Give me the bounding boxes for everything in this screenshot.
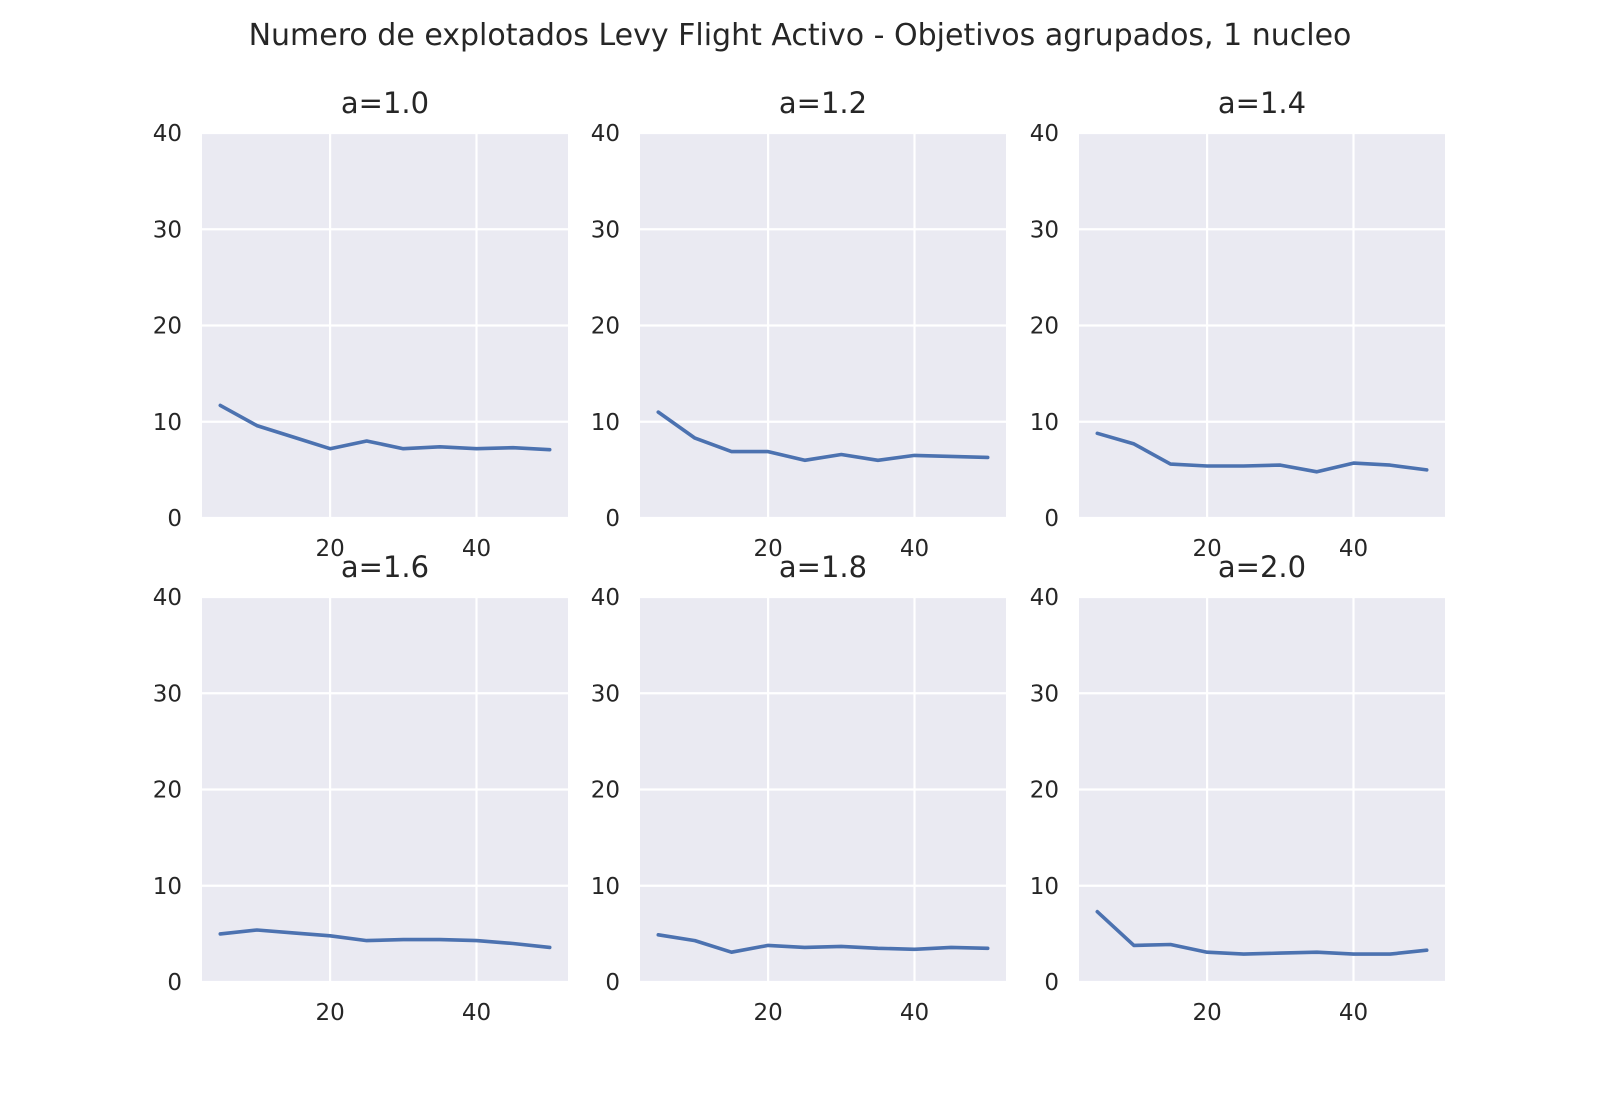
subplot-title: a=1.0 [341, 86, 429, 120]
subplot-title: a=2.0 [1218, 550, 1306, 584]
y-tick-label: 0 [1044, 970, 1059, 996]
subplot-5: 0 10 20 30 40 20 40 a=1.8 [591, 550, 1006, 1026]
y-tick-label: 10 [591, 410, 620, 436]
subplot-3: 0 10 20 30 40 20 40 a=1.4 [1030, 86, 1445, 562]
x-tick-label: 40 [900, 536, 929, 562]
subplot-2: 0 10 20 30 40 20 40 a=1.2 [591, 86, 1006, 562]
subplot-title: a=1.8 [779, 550, 867, 584]
x-tick-label: 40 [462, 536, 491, 562]
y-tick-label: 20 [153, 778, 182, 804]
y-tick-label: 40 [153, 585, 182, 611]
y-tick-label: 10 [153, 410, 182, 436]
x-tick-label: 40 [1339, 536, 1368, 562]
y-tick-label: 30 [591, 217, 620, 243]
y-tick-label: 40 [591, 585, 620, 611]
subplot-title: a=1.2 [779, 86, 867, 120]
y-tick-label: 30 [1030, 681, 1059, 707]
y-tick-label: 20 [1030, 778, 1059, 804]
y-tick-label: 20 [153, 314, 182, 340]
x-tick-label: 20 [315, 536, 344, 562]
x-tick-label: 20 [315, 1000, 344, 1026]
subplot-6: 0 10 20 30 40 20 40 a=2.0 [1030, 550, 1445, 1026]
figure-title: Numero de explotados Levy Flight Activo … [249, 18, 1352, 53]
y-tick-label: 10 [1030, 874, 1059, 900]
series-line [656, 932, 990, 955]
y-tick-label: 20 [591, 778, 620, 804]
y-tick-label: 30 [153, 217, 182, 243]
y-tick-label: 0 [605, 970, 620, 996]
y-tick-label: 20 [1030, 314, 1059, 340]
x-tick-label: 20 [753, 1000, 782, 1026]
y-tick-label: 40 [1030, 585, 1059, 611]
y-tick-label: 30 [591, 681, 620, 707]
y-tick-label: 10 [1030, 410, 1059, 436]
y-tick-label: 0 [167, 970, 182, 996]
subplot-grid: 0 10 20 30 40 20 40 a=1.0 0 10 20 30 40 20 40 a=1.2 0 10 2… [153, 86, 1445, 1026]
series-line [218, 403, 552, 452]
y-tick-label: 30 [1030, 217, 1059, 243]
series-line [1095, 431, 1429, 474]
y-tick-label: 10 [591, 874, 620, 900]
y-tick-label: 0 [167, 506, 182, 532]
y-tick-label: 40 [153, 121, 182, 147]
y-tick-label: 40 [591, 121, 620, 147]
series-line [1095, 909, 1429, 956]
y-tick-label: 0 [605, 506, 620, 532]
subplot-1: 0 10 20 30 40 20 40 a=1.0 [153, 86, 568, 562]
y-tick-label: 30 [153, 681, 182, 707]
subplot-4: 0 10 20 30 40 20 40 a=1.6 [153, 550, 568, 1026]
x-tick-label: 40 [900, 1000, 929, 1026]
subplot-title: a=1.4 [1218, 86, 1306, 120]
y-tick-label: 0 [1044, 506, 1059, 532]
y-tick-label: 40 [1030, 121, 1059, 147]
series-line [218, 928, 552, 950]
subplot-title: a=1.6 [341, 550, 429, 584]
x-tick-label: 40 [462, 1000, 491, 1026]
y-tick-label: 20 [591, 314, 620, 340]
y-tick-label: 10 [153, 874, 182, 900]
series-line [656, 410, 990, 463]
x-tick-label: 20 [753, 536, 782, 562]
x-tick-label: 20 [1192, 1000, 1221, 1026]
x-tick-label: 20 [1192, 536, 1221, 562]
x-tick-label: 40 [1339, 1000, 1368, 1026]
